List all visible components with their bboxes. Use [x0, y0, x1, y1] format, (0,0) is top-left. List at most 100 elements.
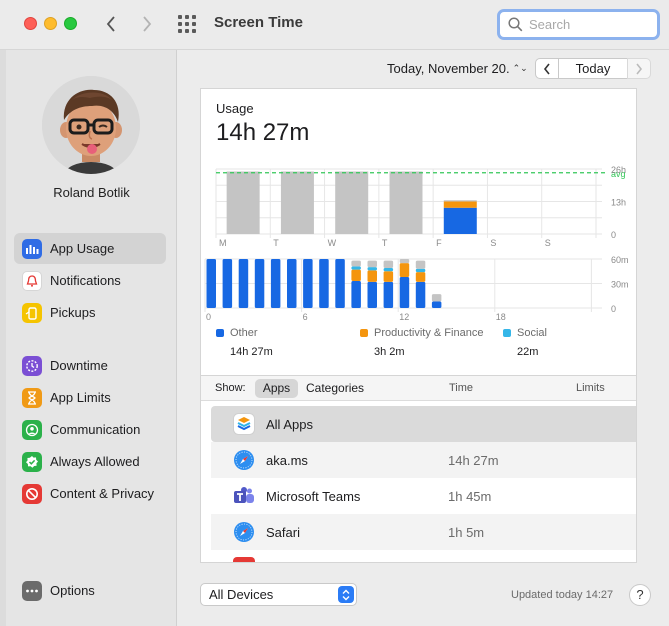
chevron-left-icon: [106, 16, 115, 32]
table-row[interactable]: aka.ms 14h 27m: [211, 442, 636, 478]
row-app-time: 1h 5m: [448, 524, 485, 540]
help-button[interactable]: ?: [629, 584, 651, 606]
downtime-icon: [22, 355, 42, 376]
next-day-button[interactable]: [627, 58, 651, 79]
sidebar: Roland Botlik App Usage Notifications Pi…: [6, 50, 177, 626]
column-header-limits[interactable]: Limits: [576, 382, 605, 394]
legend-item-productivity: Productivity & Finance: [360, 327, 483, 339]
chevron-right-icon: [143, 16, 152, 32]
sidebar-item-app-usage[interactable]: App Usage: [14, 233, 166, 264]
table-row[interactable]: All Apps: [211, 406, 636, 442]
legend-label: Productivity & Finance: [374, 327, 484, 339]
search-field[interactable]: [497, 9, 660, 40]
pickups-icon: [22, 302, 42, 323]
back-button[interactable]: [100, 12, 122, 36]
hourly-bar: [351, 260, 361, 267]
user-name: Roland Botlik: [53, 185, 130, 200]
window-title: Screen Time: [214, 14, 303, 31]
hourly-bar: [431, 294, 442, 302]
maximize-window-button[interactable]: [64, 17, 77, 30]
table-row-partial[interactable]: [211, 550, 636, 562]
hourly-bar: [415, 272, 426, 282]
sidebar-item-label: Always Allowed: [50, 454, 140, 469]
legend-swatch: [503, 329, 511, 337]
app-icon-partial: [233, 557, 255, 562]
hourly-bar: [367, 267, 377, 271]
row-app-name: Safari: [266, 524, 300, 540]
memoji-avatar-icon: [42, 76, 140, 174]
weekly-bar: [226, 171, 260, 234]
hourly-bar: [303, 259, 313, 308]
hourly-bar: [367, 270, 377, 282]
row-app-name: aka.ms: [266, 452, 308, 468]
sidebar-item-notifications[interactable]: Notifications: [14, 265, 166, 296]
legend-value-other: 14h 27m: [230, 346, 273, 358]
date-select[interactable]: Today, November 20. ⌃⌄: [387, 61, 528, 76]
hourly-xtick-label: 6: [303, 312, 308, 322]
table-row[interactable]: Safari 1h 5m: [211, 514, 636, 550]
sidebar-item-downtime[interactable]: Downtime: [14, 350, 166, 381]
weekly-ytick-label: 26h: [611, 165, 626, 175]
sidebar-item-pickups[interactable]: Pickups: [14, 297, 166, 328]
hourly-bar: [351, 281, 361, 308]
hourly-bar: [270, 259, 281, 308]
hourly-bar: [383, 267, 394, 272]
row-app-name: All Apps: [266, 416, 313, 432]
sidebar-item-communication[interactable]: Communication: [14, 414, 166, 445]
weekly-bar: [443, 201, 477, 208]
legend-value-social: 22m: [517, 346, 539, 358]
weekly-bar: [443, 200, 477, 202]
hourly-bar: [399, 263, 410, 277]
table-row[interactable]: Microsoft Teams 1h 45m: [211, 478, 636, 514]
weekly-day-label: T: [382, 238, 388, 248]
safari-icon: [233, 449, 255, 471]
chevron-updown-icon: [338, 586, 354, 603]
hourly-ytick-label: 0: [611, 304, 616, 314]
sidebar-item-label: Communication: [50, 422, 141, 437]
avatar[interactable]: [42, 76, 140, 174]
sidebar-item-content-privacy[interactable]: Content & Privacy: [14, 478, 166, 509]
devices-select[interactable]: All Devices: [200, 583, 357, 606]
column-header-time[interactable]: Time: [449, 382, 474, 394]
weekly-day-label: M: [219, 238, 227, 248]
forward-button[interactable]: [136, 12, 158, 36]
content-privacy-icon: [22, 483, 42, 504]
hourly-bar: [351, 266, 361, 270]
chevron-left-icon: [543, 63, 550, 74]
ellipsis-icon: [22, 580, 42, 601]
background-window-edge: [0, 50, 6, 626]
legend-label: Other: [230, 327, 258, 339]
row-app-time: 14h 27m: [448, 452, 499, 468]
show-all-grid-button[interactable]: [178, 15, 198, 33]
tab-categories[interactable]: Categories: [306, 381, 365, 395]
hourly-bar: [415, 281, 426, 308]
usage-label: Usage: [216, 101, 254, 116]
hourly-xtick-label: 0: [206, 312, 211, 322]
sidebar-item-label: App Usage: [50, 241, 115, 256]
weekly-bar: [280, 171, 314, 234]
weekly-ytick-label: 0: [611, 230, 616, 240]
sidebar-item-label: Notifications: [50, 273, 121, 288]
hourly-bar: [415, 268, 426, 273]
previous-day-button[interactable]: [535, 58, 559, 79]
minimize-window-button[interactable]: [44, 17, 57, 30]
close-window-button[interactable]: [24, 17, 37, 30]
today-button[interactable]: Today: [559, 58, 627, 79]
tab-apps[interactable]: Apps: [255, 379, 298, 398]
title-bar: Screen Time: [0, 0, 669, 50]
chevron-updown-icon: ⌃⌄: [512, 63, 528, 73]
legend-label: Social: [517, 327, 547, 339]
hourly-bar: [383, 281, 394, 308]
search-input[interactable]: [529, 17, 649, 32]
hourly-bar: [206, 259, 216, 308]
hourly-bar: [399, 276, 410, 308]
legend-swatch: [216, 329, 224, 337]
safari-icon: [233, 521, 255, 543]
communication-icon: [22, 419, 42, 440]
options-label: Options: [50, 583, 95, 598]
sidebar-item-always-allowed[interactable]: Always Allowed: [14, 446, 166, 477]
options-button[interactable]: Options: [14, 575, 166, 606]
sidebar-item-app-limits[interactable]: App Limits: [14, 382, 166, 413]
